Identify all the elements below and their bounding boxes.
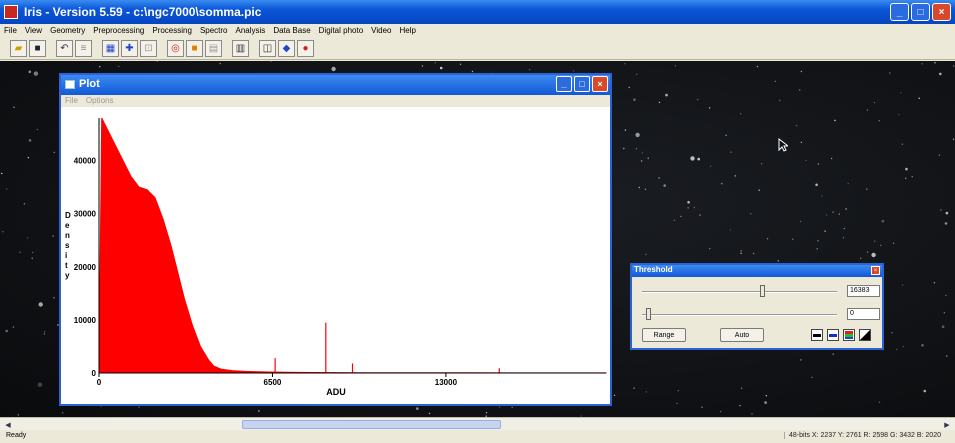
y-tick-label: 20000 bbox=[74, 263, 97, 272]
mouse-cursor-icon bbox=[778, 138, 788, 152]
x-tick-label: 13000 bbox=[435, 378, 458, 387]
scroll-right-icon[interactable]: ▶ bbox=[944, 421, 950, 429]
menu-geometry[interactable]: Geometry bbox=[50, 26, 86, 35]
range-button[interactable]: Range bbox=[642, 328, 686, 342]
camera-icon[interactable]: ◫ bbox=[259, 40, 276, 57]
low-threshold-slider[interactable] bbox=[642, 308, 837, 320]
plot-close-button[interactable]: × bbox=[592, 76, 608, 92]
y-tick-label: 30000 bbox=[74, 210, 97, 219]
app-title: Iris - Version 5.59 - c:\ngc7000\somma.p… bbox=[24, 5, 262, 19]
record-icon[interactable]: ● bbox=[297, 40, 314, 57]
menu-preprocessing[interactable]: Preprocessing bbox=[93, 26, 145, 35]
menu-data-base[interactable]: Data Base bbox=[273, 26, 311, 35]
y-axis-label-char: D bbox=[65, 211, 71, 220]
plot-minimize-button[interactable]: _ bbox=[556, 76, 572, 92]
histogram-icon[interactable]: ▥ bbox=[232, 40, 249, 57]
status-text: Ready bbox=[6, 432, 27, 439]
toolbar: ▰ ■ ↶ ≡ ▦ ✚ ⊡ ◎ ■ ▤ ▥ ◫ ◆ ● bbox=[0, 38, 955, 60]
y-axis-label-char: i bbox=[65, 251, 67, 260]
plot-titlebar[interactable]: Plot _ □ × bbox=[61, 75, 610, 95]
gradient-palette-icon[interactable] bbox=[859, 329, 871, 341]
histogram-chart: 0 6500 13000 0 10000 20000 30000 40000 ADU Dens… bbox=[65, 117, 607, 397]
target-icon[interactable]: ◎ bbox=[167, 40, 184, 57]
histogram-series bbox=[98, 117, 607, 374]
threshold-window: Threshold × 16383 0 Range Auto bbox=[630, 263, 884, 350]
menu-analysis[interactable]: Analysis bbox=[235, 26, 266, 35]
rainbow-palette-icon[interactable] bbox=[843, 329, 855, 341]
plot-menu-file[interactable]: File bbox=[65, 96, 78, 105]
maximize-button[interactable]: □ bbox=[911, 3, 930, 21]
thumbnails-icon[interactable]: ≡ bbox=[75, 40, 92, 57]
threshold-close-button[interactable]: × bbox=[871, 266, 880, 275]
mono-palette-icon[interactable] bbox=[811, 329, 823, 341]
auto-button[interactable]: Auto bbox=[720, 328, 764, 342]
app-icon bbox=[4, 5, 18, 19]
undo-icon[interactable]: ↶ bbox=[56, 40, 73, 57]
low-threshold-input[interactable]: 0 bbox=[847, 308, 880, 320]
high-threshold-slider-thumb[interactable] bbox=[760, 285, 765, 297]
plot-menubar: File Options bbox=[61, 95, 610, 107]
y-tick-label: 40000 bbox=[74, 157, 97, 166]
menu-video[interactable]: Video bbox=[371, 26, 392, 35]
open-icon[interactable]: ▰ bbox=[10, 40, 27, 57]
y-axis-label-char: s bbox=[65, 241, 70, 250]
plot-maximize-button[interactable]: □ bbox=[574, 76, 590, 92]
y-axis-label-char: y bbox=[65, 271, 70, 280]
close-button[interactable]: × bbox=[932, 3, 951, 21]
app-titlebar[interactable]: Iris - Version 5.59 - c:\ngc7000\somma.p… bbox=[0, 0, 955, 24]
menu-processing[interactable]: Processing bbox=[152, 26, 192, 35]
blue-palette-icon[interactable] bbox=[827, 329, 839, 341]
y-tick-label: 0 bbox=[92, 369, 97, 378]
high-threshold-slider[interactable] bbox=[642, 285, 837, 297]
menu-view[interactable]: View bbox=[24, 26, 43, 35]
threshold-title: Threshold bbox=[634, 265, 673, 274]
low-threshold-slider-thumb[interactable] bbox=[646, 308, 651, 320]
plot-title: Plot bbox=[79, 78, 100, 90]
stop-icon[interactable]: ■ bbox=[186, 40, 203, 57]
horizontal-scrollbar[interactable]: ◀ ▶ bbox=[0, 417, 955, 430]
save-icon[interactable]: ■ bbox=[29, 40, 46, 57]
menu-help[interactable]: Help bbox=[399, 26, 416, 35]
crosshair-icon[interactable]: ✚ bbox=[121, 40, 138, 57]
high-threshold-input[interactable]: 16383 bbox=[847, 285, 880, 297]
grid-icon[interactable]: ▦ bbox=[102, 40, 119, 57]
menu-file[interactable]: File bbox=[4, 26, 17, 35]
threshold-titlebar[interactable]: Threshold × bbox=[632, 265, 882, 277]
y-tick-label: 10000 bbox=[74, 316, 97, 325]
menu-digital-photo[interactable]: Digital photo bbox=[318, 26, 364, 35]
statusbar: Ready 48-bits X: 2237 Y: 2761 R: 2598 G:… bbox=[0, 430, 955, 443]
diamond-icon[interactable]: ◆ bbox=[278, 40, 295, 57]
scrollbar-thumb[interactable] bbox=[242, 420, 501, 429]
plot-window: Plot _ □ × File Options 0 6500 13000 0 10000… bbox=[59, 73, 612, 406]
menubar: File View Geometry Preprocessing Process… bbox=[0, 24, 955, 38]
x-tick-label: 6500 bbox=[264, 378, 282, 387]
pixel-readout: 48-bits X: 2237 Y: 2761 R: 2598 G: 3432 … bbox=[783, 432, 941, 439]
y-axis-label-char: e bbox=[65, 221, 70, 230]
plot-window-icon bbox=[65, 80, 75, 89]
minimize-button[interactable]: _ bbox=[890, 3, 909, 21]
y-axis-label-char: n bbox=[65, 231, 70, 240]
zoom-icon[interactable]: ⊡ bbox=[140, 40, 157, 57]
image-icon[interactable]: ▤ bbox=[205, 40, 222, 57]
y-axis-label-char: t bbox=[65, 261, 68, 270]
plot-menu-options[interactable]: Options bbox=[85, 96, 114, 105]
menu-spectro[interactable]: Spectro bbox=[199, 26, 228, 35]
x-tick-label: 0 bbox=[97, 378, 102, 387]
x-axis-label: ADU bbox=[326, 387, 346, 397]
scroll-left-icon[interactable]: ◀ bbox=[5, 421, 11, 429]
